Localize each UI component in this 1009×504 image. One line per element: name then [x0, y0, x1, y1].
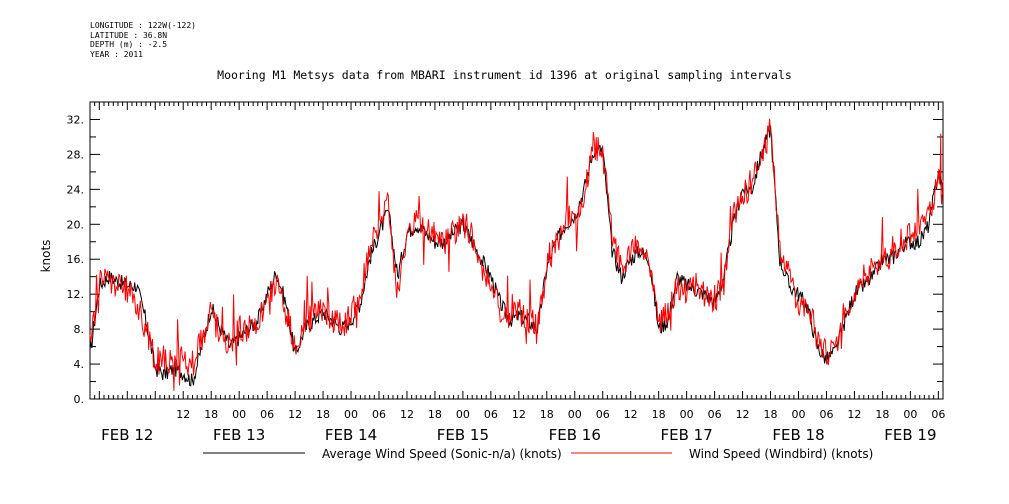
legend-label: Wind Speed (Windbird) (knots)	[689, 447, 873, 461]
y-axis-label: knots	[39, 240, 53, 273]
x-axis: 12 18 00 06 12 18 00 06 12 18 00 06 12 18 00 06 12 18 00 06…	[89, 102, 945, 444]
y-tick-label: 24.	[67, 183, 85, 196]
x-hour-label: 18	[204, 408, 218, 421]
x-hour-label: 00	[680, 408, 694, 421]
x-hour-label: 18	[316, 408, 330, 421]
x-date-label: FEB 16	[549, 426, 601, 444]
year-text: YEAR : 2011	[90, 49, 143, 59]
series-line-windbird	[89, 118, 944, 391]
x-hour-label: 12	[847, 408, 861, 421]
x-hour-label: 12	[736, 408, 750, 421]
y-tick-label: 8.	[74, 323, 85, 336]
plot-frame	[89, 101, 944, 400]
y-axis: 0. 4. 8. 12. 16. 20. 24. 28. 32.	[67, 101, 943, 406]
x-hour-label: 06	[372, 408, 386, 421]
x-hour-label: 12	[288, 408, 302, 421]
series-layer	[89, 118, 944, 391]
x-hour-label: 06	[819, 408, 833, 421]
x-date-label: FEB 19	[884, 426, 936, 444]
legend-label: Average Wind Speed (Sonic-n/a) (knots)	[322, 447, 562, 461]
x-hour-label: 18	[764, 408, 778, 421]
legend: Average Wind Speed (Sonic-n/a) (knots) Wi…	[203, 447, 873, 461]
y-tick-label: 4.	[74, 358, 85, 371]
x-hour-label: 12	[176, 408, 190, 421]
x-hour-label: 06	[596, 408, 610, 421]
x-hour-label: 00	[456, 408, 470, 421]
x-hour-label: 06	[484, 408, 498, 421]
plot-border	[89, 101, 944, 400]
x-hour-label: 00	[344, 408, 358, 421]
longitude-text: LONGITUDE : 122W(-122)	[90, 21, 196, 30]
depth-text: DEPTH (m) : -2.5	[90, 40, 168, 49]
x-hour-label: 06	[931, 408, 945, 421]
mooring-metadata: LONGITUDE : 122W(-122) LATITUDE : 36.8N …	[90, 21, 196, 59]
x-hour-label: 00	[232, 408, 246, 421]
x-hour-label: 00	[568, 408, 582, 421]
x-hour-label: 18	[875, 408, 889, 421]
x-date-label: FEB 15	[437, 426, 489, 444]
x-hour-label: 06	[260, 408, 274, 421]
x-hour-label: 06	[708, 408, 722, 421]
x-date-label: FEB 17	[661, 426, 713, 444]
y-tick-label: 16.	[67, 253, 85, 266]
y-tick-label: 20.	[67, 218, 85, 231]
y-tick-label: 0.	[74, 393, 85, 406]
x-hour-label: 18	[428, 408, 442, 421]
y-tick-label: 32.	[67, 113, 85, 126]
x-hour-label: 18	[540, 408, 554, 421]
chart-title: Mooring M1 Metsys data from MBARI instru…	[217, 68, 792, 82]
series-line-sonic	[89, 125, 944, 387]
x-hour-label: 12	[512, 408, 526, 421]
x-hour-label: 18	[652, 408, 666, 421]
x-date-label: FEB 13	[213, 426, 265, 444]
x-hour-label: 00	[792, 408, 806, 421]
latitude-text: LATITUDE : 36.8N	[90, 30, 168, 40]
y-tick-label: 12.	[67, 288, 85, 301]
y-tick-label: 28.	[67, 148, 85, 161]
x-date-label: FEB 18	[772, 426, 824, 444]
x-hour-label: 12	[624, 408, 638, 421]
x-date-label: FEB 12	[101, 426, 153, 444]
x-date-label: FEB 14	[325, 426, 377, 444]
x-hour-label: 12	[400, 408, 414, 421]
x-hour-label: 00	[903, 408, 917, 421]
